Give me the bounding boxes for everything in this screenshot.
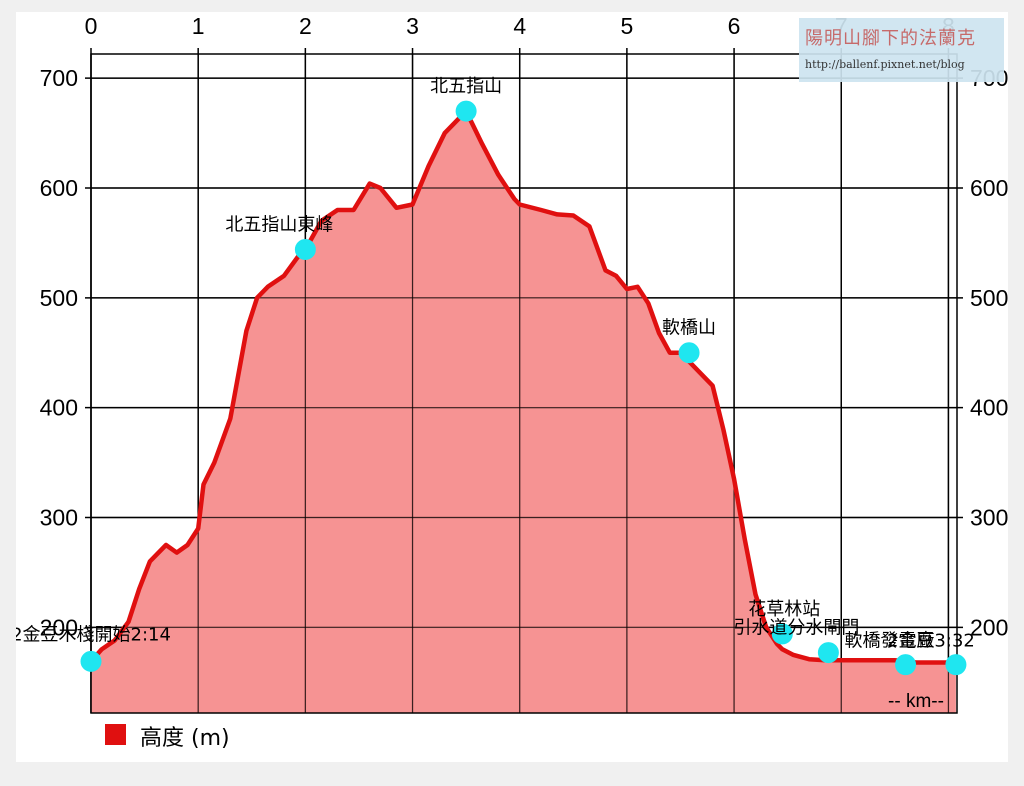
elevation-area — [89, 54, 957, 714]
y-axis-ticks-left: 200 300 400 500 600 700 — [40, 65, 78, 640]
waypoint-label: 花草林站 — [748, 599, 820, 620]
y-tick-label-left: 600 — [40, 175, 78, 201]
y-tick-label-right: 500 — [970, 285, 1008, 311]
legend-swatch — [105, 724, 126, 745]
blog-watermark: 陽明山腳下的法蘭克 http://ballenf.pixnet.net/blog — [799, 18, 1004, 82]
waypoint-dot — [455, 100, 477, 122]
x-tick-label: 1 — [192, 13, 205, 39]
y-tick-label-left: 700 — [40, 65, 78, 91]
x-tick-label: 6 — [728, 13, 741, 39]
y-tick-label-right: 600 — [970, 175, 1008, 201]
x-tick-label: 2 — [299, 13, 312, 39]
elevation-fill — [91, 111, 956, 714]
waypoint-label: 北五指山 — [430, 76, 502, 97]
waypoint-markers: 2金豆木棧開始2:14 北五指山東峰 北五指山軟橋山花草林站引水道分水閘門軟橋發電廠… — [16, 76, 975, 676]
plot-frame — [90, 53, 958, 714]
waypoint-dot — [817, 642, 839, 664]
x-tick-label: 5 — [620, 13, 633, 39]
waypoint-dot — [80, 650, 102, 672]
y-tick-label-right: 300 — [970, 504, 1008, 530]
waypoint-dot — [771, 623, 793, 645]
elevation-line — [89, 108, 956, 665]
y-tick-label-left: 200 — [40, 614, 78, 640]
x-tick-label: 3 — [406, 13, 419, 39]
legend: 高度 (m) — [105, 724, 230, 751]
waypoint-label: 軟橋山 — [662, 318, 716, 339]
waypoint-label: 2金豆木棧開始2:14 — [16, 624, 171, 645]
y-tick-label-left: 300 — [40, 504, 78, 530]
x-axis-unit-label: -- km-- — [888, 691, 944, 712]
x-tick-label: 0 — [85, 13, 98, 39]
y-tick-label-left: 500 — [40, 285, 78, 311]
waypoint-label: 2金豆3:32 — [887, 631, 975, 652]
waypoint-dot — [945, 654, 967, 676]
waypoint-dot — [895, 654, 917, 676]
waypoint-dot — [294, 239, 316, 261]
y-tick-label-right: 200 — [970, 614, 1008, 640]
watermark-title: 陽明山腳下的法蘭克 — [805, 28, 976, 49]
y-tick-label-left: 400 — [40, 395, 78, 421]
waypoint-dot — [678, 342, 700, 364]
plot-border — [90, 53, 958, 714]
x-tick-label: 4 — [513, 13, 526, 39]
watermark-url: http://ballenf.pixnet.net/blog — [805, 58, 965, 71]
waypoint-label: 引水道分水閘門 — [733, 618, 859, 639]
waypoint-label: 軟橋發電廠 — [845, 630, 935, 652]
y-tick-label-right: 400 — [970, 395, 1008, 421]
legend-label: 高度 (m) — [140, 726, 230, 751]
waypoint-label: 北五指山東峰 — [225, 215, 333, 236]
